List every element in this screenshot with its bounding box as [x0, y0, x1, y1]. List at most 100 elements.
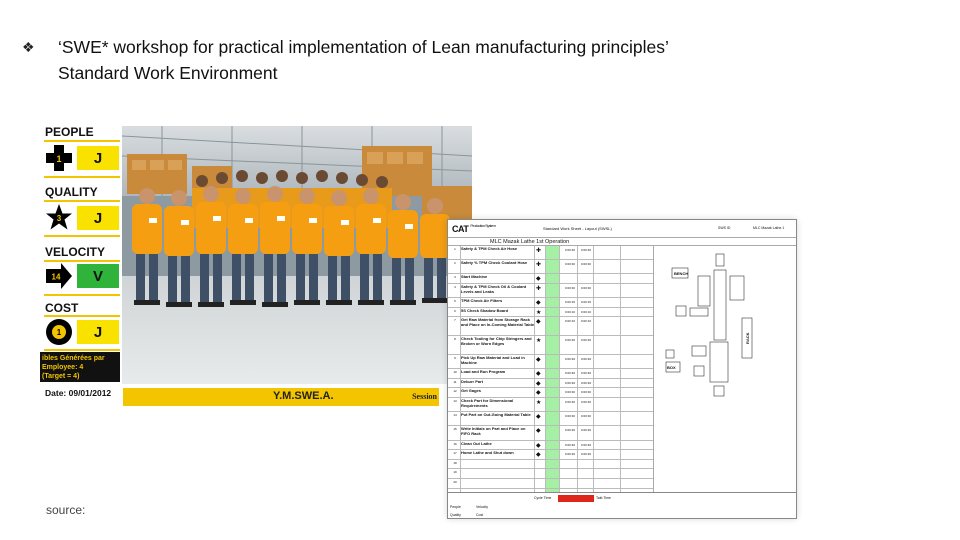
- note-line: (Target = 4): [42, 373, 80, 380]
- kpi-status-people: J: [77, 146, 119, 170]
- layout-label-rack: RACK: [745, 332, 750, 344]
- step-time-total: 0:00:30: [581, 428, 592, 433]
- step-symbol: ◆: [536, 300, 541, 307]
- group-photo-illustration: [122, 126, 472, 384]
- step-time: 0:00:15: [565, 300, 576, 305]
- step-time-total: 0:00:10: [581, 319, 592, 324]
- step-symbol: ◆: [536, 414, 541, 421]
- sheet-footer: Cycle Time Takt Time People Velocity Qua…: [448, 492, 796, 518]
- step-number: 17: [453, 451, 457, 456]
- quality-label: Quality: [450, 513, 461, 517]
- kpi-badge-people: 1: [56, 154, 61, 164]
- table-row: 19: [448, 469, 653, 479]
- step-description: Safety & TPM Check Air Hose: [461, 246, 518, 251]
- suggestions-note: ibles Générées par Employee: 4 (Target =…: [40, 352, 120, 382]
- step-number: 10: [453, 370, 457, 375]
- cost-label: Cost: [476, 513, 484, 517]
- cycle-time-cell: [558, 495, 594, 502]
- step-description: Check Part for Dimensional Requirements: [461, 398, 514, 408]
- step-number: 19: [453, 470, 457, 475]
- step-description: Pick Up Raw Material and Load in Machine: [461, 355, 525, 365]
- source-label: source:: [46, 503, 86, 517]
- table-row: 11 Deburr Part ◆ 0:00:30 0:00:30: [448, 379, 653, 389]
- step-symbol: ★: [536, 309, 542, 316]
- step-number: 13: [453, 399, 457, 403]
- note-line: Employee: 4: [42, 364, 84, 371]
- kpi-label-people: PEOPLE: [45, 125, 94, 139]
- sheet-id-label: SWS ID: [718, 226, 731, 230]
- step-description: 5S Check Shadow Board: [461, 307, 509, 313]
- step-symbol: ✚: [536, 286, 542, 292]
- step-description: Get Gages: [461, 388, 482, 394]
- cat-logo: CAT Production System: [452, 224, 496, 235]
- kpi-divider: [44, 235, 120, 237]
- kpi-label-velocity: VELOCITY: [45, 245, 106, 259]
- slide-subtitle: Standard Work Environment: [58, 63, 278, 83]
- step-description: Load and Run Program: [461, 369, 506, 375]
- star-icon: 3: [46, 204, 72, 230]
- step-description: Home Lathe and Shut down: [461, 450, 514, 456]
- table-row: 10 Load and Run Program ◆ 0:00:30 0:00:30: [448, 369, 653, 379]
- note-line: ibles Générées par: [42, 355, 105, 362]
- step-symbol: ◆: [536, 452, 541, 459]
- people-label: People: [450, 505, 461, 509]
- kpi-divider: [44, 315, 120, 317]
- kpi-divider: [44, 140, 120, 142]
- kpi-badge-velocity: 14: [52, 273, 61, 282]
- layout-drawing: BENCH RACK BOX: [665, 253, 753, 397]
- banner-session: Session: [412, 392, 437, 401]
- step-time: 0:00:30: [565, 452, 576, 457]
- step-symbol: ◆: [536, 319, 541, 326]
- kpi-badge-quality: 3: [57, 214, 62, 223]
- step-time-total: 0:00:30: [581, 442, 592, 447]
- table-row: 18: [448, 460, 653, 470]
- table-row: 20: [448, 479, 653, 489]
- step-time-total: 0:00:30: [581, 452, 592, 457]
- step-symbol: ◆: [536, 442, 541, 449]
- kpi-divider: [44, 176, 120, 178]
- step-time-total: 0:00:10: [581, 309, 592, 314]
- step-time-total: 0:00:30: [581, 338, 592, 343]
- layout-label-bench: BENCH: [674, 271, 688, 276]
- layout-diagram: BENCH RACK BOX: [653, 246, 796, 492]
- step-number: 2: [454, 261, 456, 266]
- step-time: 0:00:30: [565, 248, 576, 252]
- kpi-badge-cost: 1: [57, 328, 62, 337]
- date-label: Date: 09/01/2012: [45, 388, 112, 398]
- velocity-label: Velocity: [476, 505, 489, 509]
- sheet-header: CAT Production System Standard Work Sheet…: [448, 220, 796, 238]
- workshop-banner: Y.M.SWE.A. Session: [123, 388, 439, 406]
- cycle-time-label: Cycle Time: [534, 496, 552, 500]
- banner-title: Y.M.SWE.A.: [273, 390, 334, 402]
- table-row: 3 Start Machine ◆: [448, 274, 653, 284]
- step-time-total: 0:00:30: [581, 380, 592, 385]
- step-symbol: ◆: [536, 428, 541, 435]
- step-time-total: 0:00:30: [581, 414, 592, 419]
- step-number: 12: [453, 389, 457, 394]
- sheet-subheader: [448, 238, 796, 246]
- step-number: 9: [454, 356, 456, 360]
- kpi-status-velocity: V: [77, 264, 119, 288]
- sheet-title: Standard Work Sheet - Layout (SWSL): [543, 226, 612, 231]
- step-symbol: ✚: [536, 262, 542, 269]
- group-photo: [122, 126, 472, 384]
- step-number: 18: [453, 460, 457, 465]
- step-time-total: 0:00:30: [581, 371, 592, 376]
- step-description: Clean Out Lathe: [461, 440, 492, 446]
- step-time: 0:00:30: [565, 338, 576, 343]
- step-symbol: ★: [536, 338, 542, 345]
- step-time-total: 0:00:30: [581, 262, 592, 267]
- step-symbol: ✚: [536, 248, 542, 254]
- table-row: 7 Get Raw Material from Storage Rack and …: [448, 317, 653, 337]
- table-row: 6 5S Check Shadow Board ★ 0:00:10 0:00:10: [448, 308, 653, 318]
- arrow-icon: 14: [46, 263, 72, 289]
- step-symbol: ◆: [536, 371, 541, 378]
- layout-label-box: BOX: [667, 365, 676, 370]
- step-description: Deburr Part: [461, 378, 484, 384]
- table-row: 14 Put Part on Out-Going Material Table ◆ 0…: [448, 412, 653, 427]
- step-time-total: 0:00:15: [581, 300, 592, 305]
- step-symbol: ◆: [536, 390, 541, 397]
- step-number: 5: [454, 299, 456, 304]
- step-description: Safety & TPM Check Oil & Coolant Levels …: [461, 284, 527, 294]
- step-time: 0:00:30: [565, 390, 576, 395]
